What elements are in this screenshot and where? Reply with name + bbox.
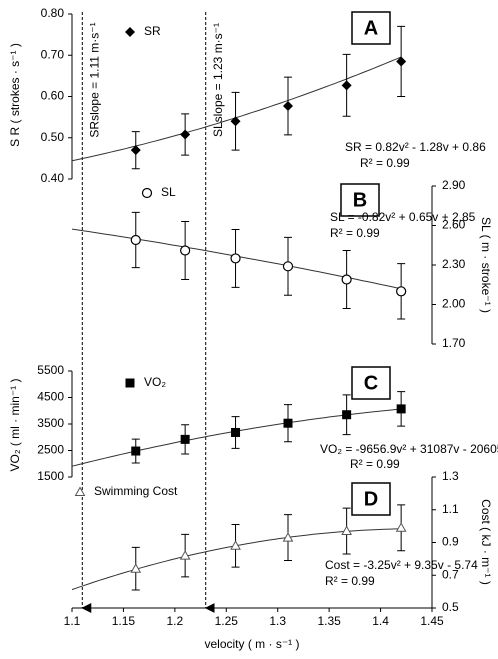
panel-label: B	[353, 189, 367, 211]
legend-marker	[74, 486, 86, 496]
x-axis-label: velocity ( m · s⁻¹ )	[205, 637, 300, 651]
fit-equation: SR = 0.82v² - 1.28v + 0.86	[345, 140, 486, 154]
legend-label: SL	[161, 185, 176, 199]
data-point	[396, 404, 406, 414]
y-tick-label: 0.9	[442, 535, 459, 549]
y-axis-label: SL ( m · stroke⁻¹ )	[479, 217, 493, 313]
legend-label: Swimming Cost	[94, 484, 178, 498]
data-point	[179, 550, 191, 560]
y-tick-label: 3500	[37, 416, 64, 430]
legend-label: VO₂	[144, 375, 166, 389]
y-tick-label: 0.70	[41, 47, 65, 61]
data-point	[342, 410, 352, 420]
panel-box	[351, 11, 391, 45]
data-point	[180, 129, 191, 140]
fit-equation: Cost = -3.25v² + 9.35v - 5.74	[325, 558, 478, 572]
legend-marker	[125, 27, 135, 37]
data-point	[283, 100, 293, 111]
data-point	[230, 116, 241, 127]
y-axis-label: S R ( strokes · s⁻¹ )	[8, 43, 22, 147]
r-squared: R² = 0.99	[325, 574, 375, 588]
panel-box	[351, 482, 391, 516]
data-point	[341, 80, 352, 91]
y-tick-label: 1.1	[442, 502, 459, 516]
panel-box	[351, 366, 391, 400]
r-squared: R² = 0.99	[350, 457, 400, 471]
x-tick-label: 1.4	[372, 614, 389, 628]
data-point	[180, 245, 191, 256]
data-point	[231, 427, 241, 437]
slope-label: SLslope = 1.23 m·s⁻¹	[211, 23, 225, 137]
data-point	[396, 56, 407, 67]
x-tick-label: 1.15	[112, 614, 136, 628]
y-axis-label: Cost ( kJ · m⁻¹ )	[479, 499, 493, 585]
data-point	[130, 563, 142, 573]
fit-equation: SL = -0.82v² + 0.65v + 2.85	[330, 210, 476, 224]
y-tick-label: 1.3	[442, 469, 459, 483]
r-squared: R² = 0.99	[330, 226, 380, 240]
x-tick-label: 1.25	[215, 614, 239, 628]
x-tick-label: 1.45	[420, 614, 444, 628]
data-point	[395, 522, 407, 532]
y-tick-label: 2.00	[442, 297, 466, 311]
panel-label: C	[364, 372, 378, 394]
y-tick-label: 2.60	[442, 218, 466, 232]
panel-label: A	[364, 17, 378, 39]
y-tick-label: 1500	[37, 469, 64, 483]
data-point	[396, 286, 407, 297]
data-point	[230, 540, 241, 550]
x-tick-label: 1.2	[167, 614, 184, 628]
y-axis-label: VO₂ ( ml · min⁻¹ )	[8, 379, 22, 472]
y-tick-label: 0.60	[41, 89, 65, 103]
data-point	[180, 434, 190, 444]
legend-marker	[125, 378, 135, 388]
data-point	[282, 532, 294, 542]
y-tick-label: 5500	[37, 363, 64, 377]
y-tick-label: 0.80	[41, 6, 65, 20]
y-tick-label: 0.40	[41, 171, 65, 185]
legend-label: SR	[144, 24, 161, 38]
y-tick-label: 0.50	[41, 130, 65, 144]
panel-box	[340, 183, 380, 217]
y-tick-label: 0.7	[442, 567, 459, 581]
legend-marker	[141, 187, 153, 199]
fit-equation: VO₂ = -9656.9v² + 31087v - 20605	[320, 442, 498, 456]
y-tick-label: 1.70	[442, 336, 466, 350]
y-tick-label: 4500	[37, 390, 64, 404]
y-tick-label: 2.90	[442, 178, 466, 192]
data-point	[130, 145, 141, 156]
y-tick-label: 2500	[37, 443, 64, 457]
data-point	[341, 525, 352, 536]
data-point	[131, 446, 141, 456]
r-squared: R² = 0.99	[360, 156, 410, 170]
data-point	[130, 234, 141, 246]
y-tick-label: 0.5	[442, 600, 459, 614]
data-point	[341, 274, 352, 285]
x-tick-label: 1.1	[64, 614, 81, 628]
y-tick-label: 2.30	[442, 257, 466, 271]
data-point	[283, 418, 293, 428]
slope-label: SRslope = 1.11 m·s⁻¹	[87, 22, 101, 137]
x-tick-label: 1.35	[317, 614, 341, 628]
x-tick-label: 1.3	[269, 614, 286, 628]
data-point	[282, 261, 294, 272]
data-point	[230, 253, 241, 264]
panel-label: D	[364, 488, 378, 510]
